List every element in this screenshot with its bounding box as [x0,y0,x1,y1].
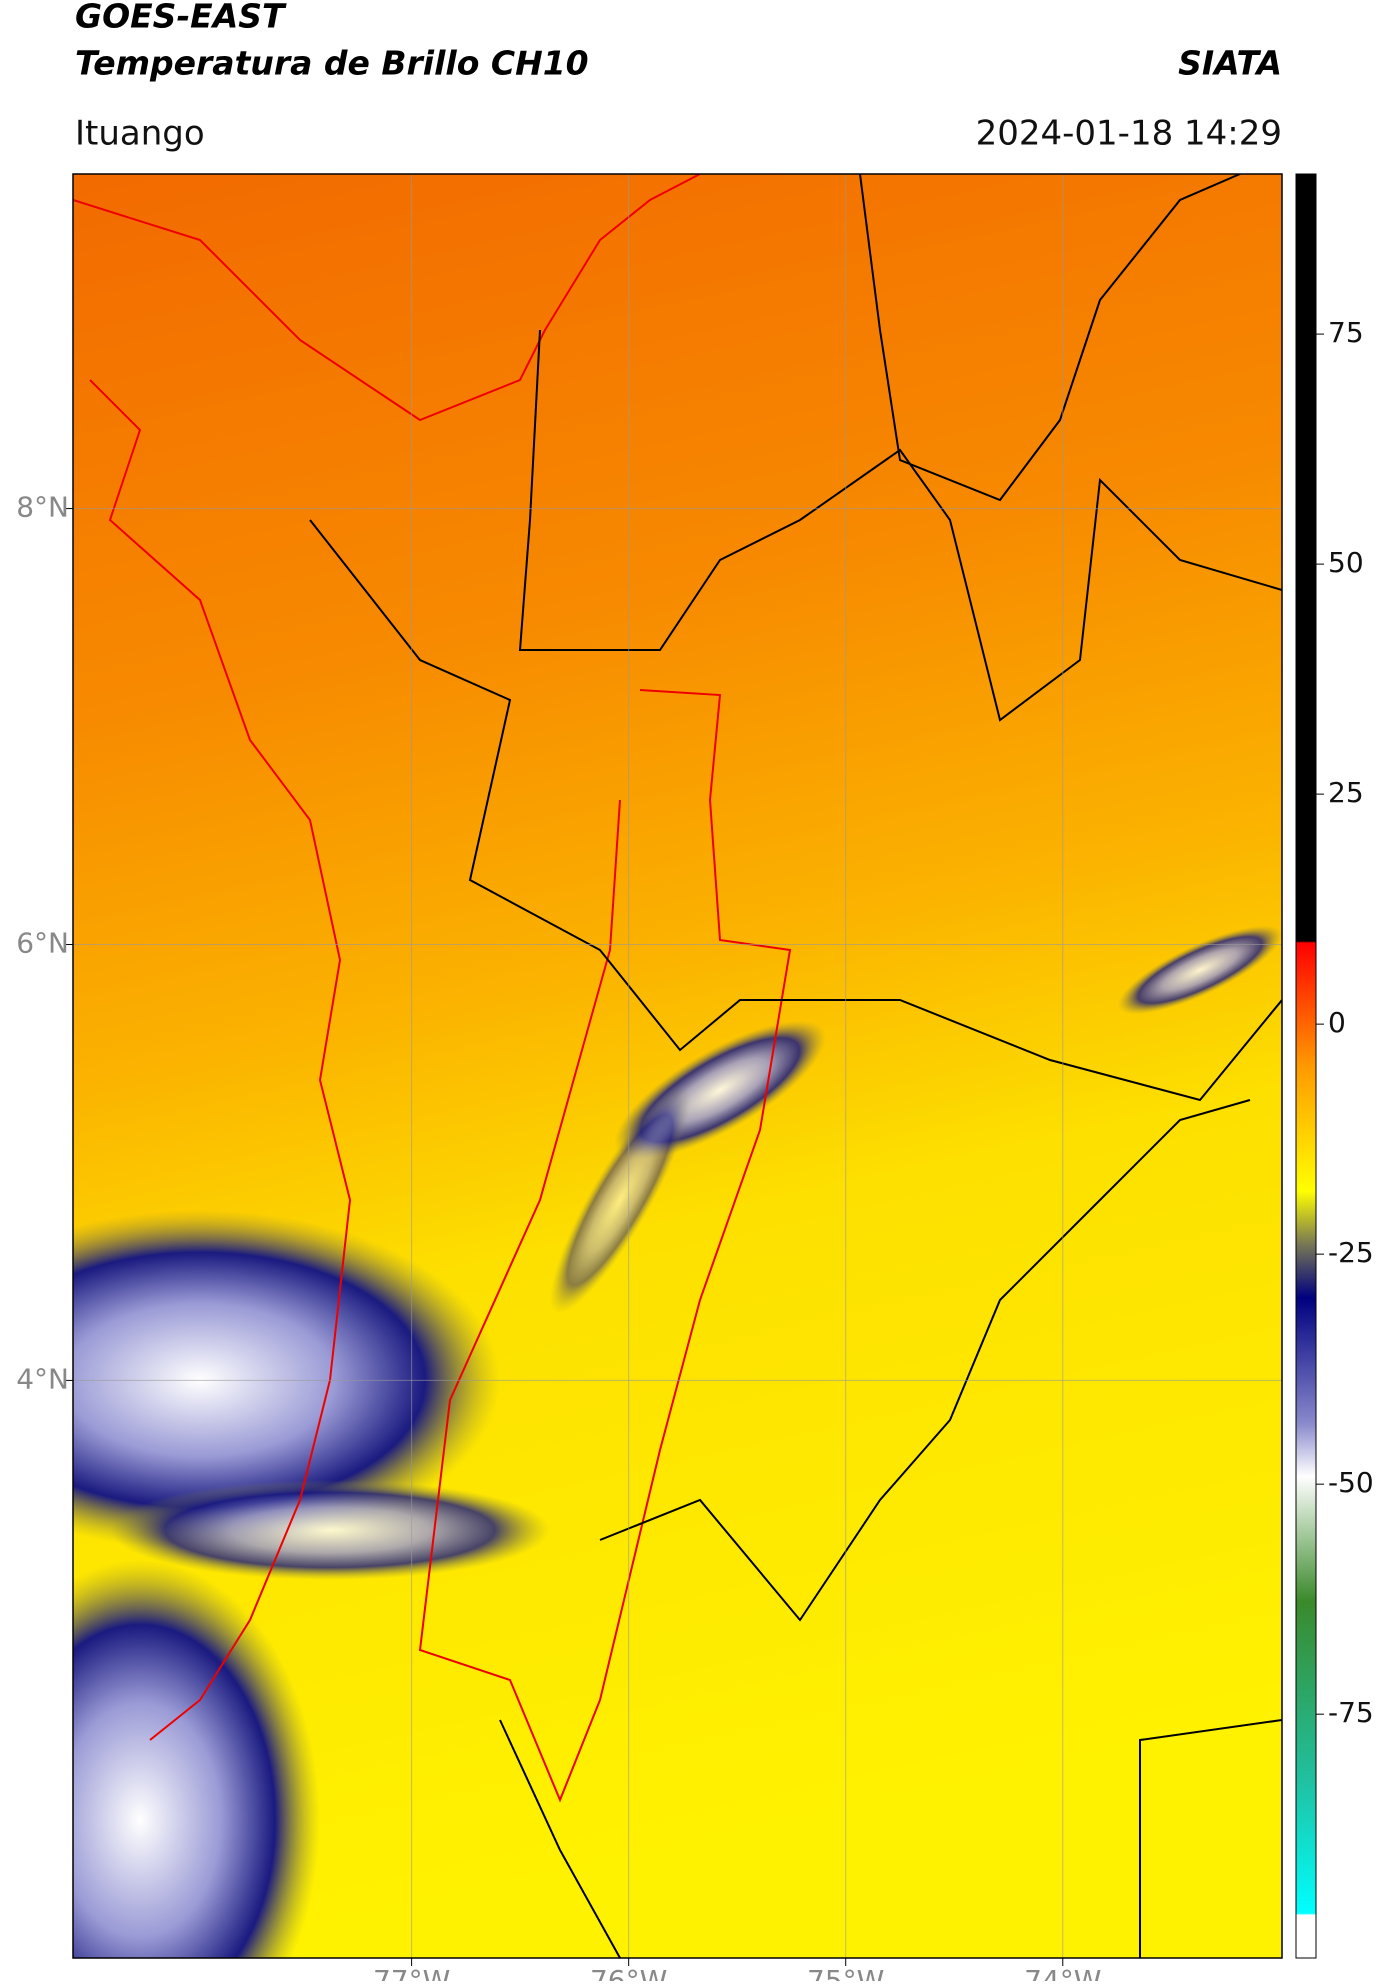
x-tick-label: 74°W [1024,1964,1101,1981]
colorbar-tick-label: 0 [1328,1006,1346,1039]
location: Ituango [75,114,205,154]
map-frame [72,173,1283,1959]
y-tick-label: 8°N [16,491,69,524]
x-tick-label: 75°W [807,1964,884,1981]
colorbar-tick-label: -50 [1328,1466,1374,1499]
y-tick-label: 4°N [16,1362,69,1395]
title: GOES-EAST [75,0,287,36]
datetime: 2024-01-18 14:29 [976,114,1282,154]
x-tick-label: 77°W [373,1964,450,1981]
colorbar [1295,173,1317,1959]
subtitle: Temperatura de Brillo CH10 [75,44,589,83]
x-tick-label: 76°W [590,1964,667,1981]
map-image [73,174,1282,1958]
colorbar-tick-label: 50 [1328,546,1364,579]
colorbar-tick-label: 75 [1328,316,1364,349]
y-tick-label: 6°N [16,926,69,959]
colorbar-tick-label: -75 [1328,1696,1374,1729]
colorbar-tick-label: -25 [1328,1236,1374,1269]
colorbar-tick-label: 25 [1328,776,1364,809]
source: SIATA [1178,44,1282,83]
